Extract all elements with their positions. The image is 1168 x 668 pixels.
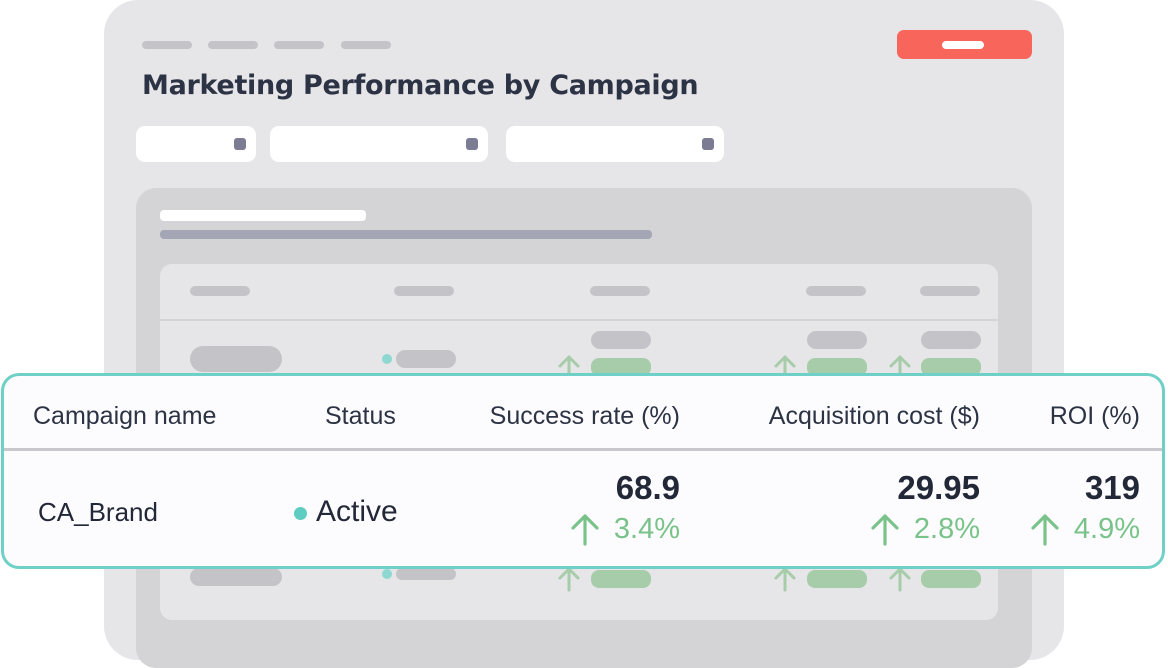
column-header-roi[interactable]: ROI (%) — [1049, 402, 1140, 430]
delta-placeholder — [921, 358, 981, 376]
roi-delta: 4.9% — [1030, 512, 1140, 546]
arrow-up-icon — [889, 567, 911, 592]
roi-value: 319 — [1084, 469, 1140, 506]
delta-text: 2.8% — [913, 513, 980, 545]
cell-placeholder — [921, 331, 981, 349]
cell-placeholder — [807, 331, 867, 349]
table-header: Campaign name Status Success rate (%) Ac… — [4, 376, 1162, 448]
column-header-status[interactable]: Status — [325, 402, 396, 430]
highlighted-campaign-row: Campaign name Status Success rate (%) Ac… — [1, 373, 1165, 569]
divider — [160, 319, 998, 321]
primary-action-button[interactable] — [897, 30, 1032, 59]
acquisition-cost-delta: 2.8% — [870, 512, 980, 546]
column-header-placeholder — [394, 286, 454, 296]
header-divider — [4, 448, 1162, 451]
roi-cell: 319 4.9% — [940, 469, 1140, 551]
nav-item-placeholder[interactable] — [341, 41, 391, 49]
nav-item-placeholder[interactable] — [208, 41, 258, 49]
success-rate-delta: 3.4% — [570, 512, 680, 546]
cell-placeholder — [396, 350, 456, 368]
cell-placeholder — [190, 568, 282, 586]
dropdown-icon — [466, 138, 478, 150]
status-dot-icon — [382, 354, 392, 364]
delta-placeholder — [807, 358, 867, 376]
arrow-up-icon — [571, 514, 599, 546]
filter-dropdown[interactable] — [270, 126, 488, 162]
dropdown-icon — [234, 138, 246, 150]
status-dot-icon — [294, 507, 307, 520]
nav-item-placeholder[interactable] — [142, 41, 192, 49]
delta-text: 3.4% — [613, 513, 680, 545]
delta-placeholder — [807, 570, 867, 588]
cell-placeholder — [190, 346, 282, 372]
button-label-placeholder — [942, 41, 984, 49]
cell-placeholder — [396, 568, 456, 580]
filter-dropdown[interactable] — [136, 126, 256, 162]
success-rate-cell: 68.9 3.4% — [480, 469, 680, 551]
dropdown-icon — [702, 138, 714, 150]
arrow-up-icon — [774, 567, 796, 592]
arrow-up-icon — [558, 567, 580, 592]
acquisition-cost-cell: 29.95 2.8% — [780, 469, 980, 551]
panel-title-placeholder — [160, 210, 366, 221]
delta-placeholder — [591, 570, 651, 588]
nav-item-placeholder[interactable] — [274, 41, 324, 49]
page-title: Marketing Performance by Campaign — [142, 70, 699, 101]
campaign-name-cell[interactable]: CA_Brand — [38, 497, 158, 527]
column-header-placeholder — [920, 286, 980, 296]
column-header-success-rate[interactable]: Success rate (%) — [489, 402, 680, 430]
column-header-acquisition-cost[interactable]: Acquisition cost ($) — [768, 402, 980, 430]
delta-placeholder — [921, 570, 981, 588]
status-label: Active — [316, 495, 398, 528]
panel-subtitle-placeholder — [160, 230, 652, 239]
column-header-placeholder — [590, 286, 650, 296]
arrow-up-icon — [871, 514, 899, 546]
success-rate-value: 68.9 — [615, 469, 680, 506]
status-dot-icon — [382, 569, 392, 579]
column-header-placeholder — [190, 286, 250, 296]
delta-text: 4.9% — [1073, 513, 1140, 545]
arrow-up-icon — [1031, 514, 1059, 546]
acquisition-cost-value: 29.95 — [897, 469, 980, 506]
column-header-campaign-name[interactable]: Campaign name — [33, 402, 217, 430]
column-header-placeholder — [806, 286, 866, 296]
cell-placeholder — [591, 331, 651, 349]
filter-dropdown[interactable] — [506, 126, 724, 162]
delta-placeholder — [591, 358, 651, 376]
